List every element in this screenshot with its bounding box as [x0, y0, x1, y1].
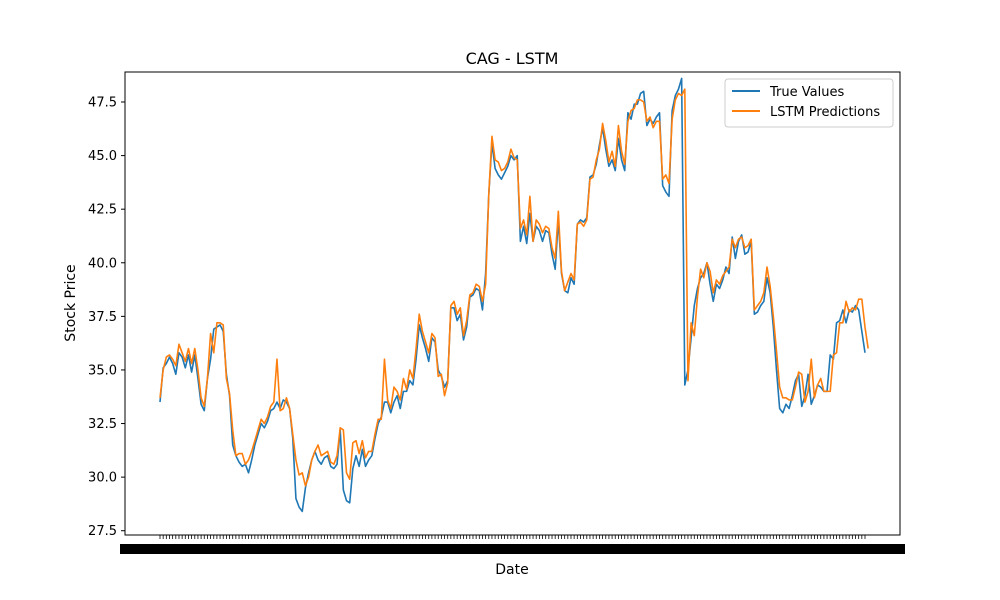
legend: True Values LSTM Predictions [724, 78, 894, 128]
y-tick-label: 45.0 [88, 149, 117, 164]
series-line-lstm-predictions [159, 88, 869, 487]
y-axis-label: Stock Price [63, 264, 79, 341]
y-tick-label: 30.0 [88, 471, 117, 486]
y-tick-label: 27.5 [88, 524, 117, 539]
y-tick-label: 35.0 [88, 363, 117, 378]
legend-lstm-predictions-label: LSTM Predictions [770, 105, 880, 120]
x-axis-label: Date [495, 562, 528, 578]
legend-true-values-label: True Values [769, 85, 844, 100]
plot-frame [124, 71, 901, 536]
y-axis-ticks: 27.5 30.0 32.5 35.0 37.5 40.0 42.5 45.0 47.5 [88, 96, 125, 539]
x-tick-labels-overlapping [120, 544, 905, 554]
y-tick-label: 47.5 [88, 96, 117, 111]
series-layer [159, 77, 869, 513]
y-tick-label: 42.5 [88, 203, 117, 218]
chart-title: CAG - LSTM [466, 49, 559, 68]
y-tick-label: 32.5 [88, 417, 117, 432]
y-tick-label: 37.5 [88, 310, 117, 325]
series-line-true-values [159, 77, 866, 513]
legend-box [724, 78, 894, 128]
x-axis-ticks [120, 535, 905, 554]
y-tick-label: 40.0 [88, 256, 117, 271]
